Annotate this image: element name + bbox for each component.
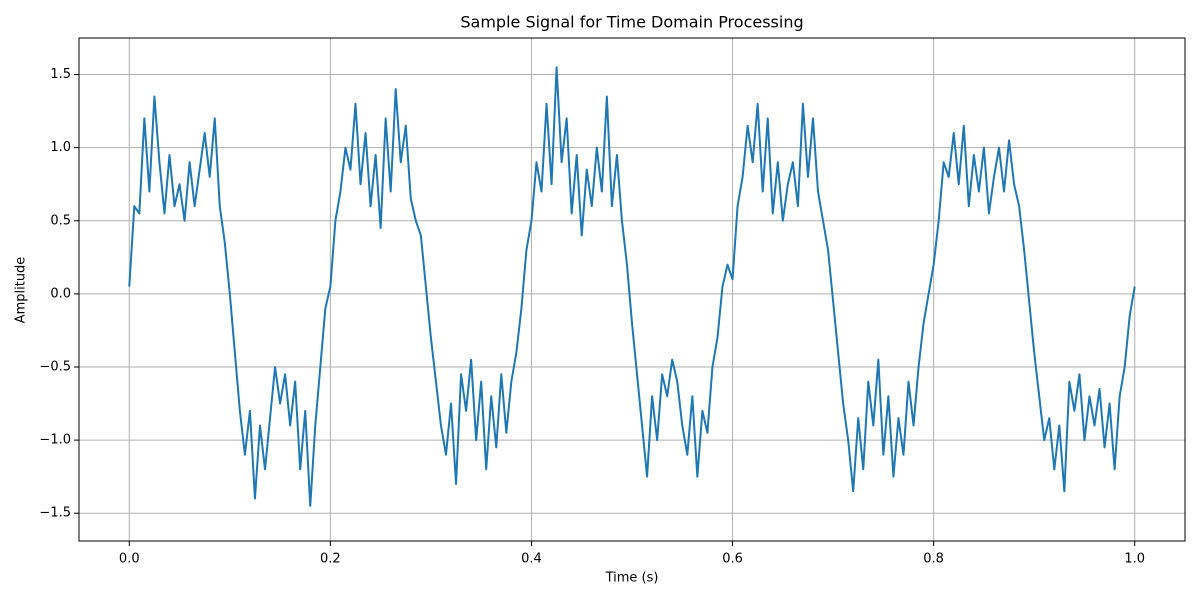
x-tick-label: 0.4: [521, 552, 542, 567]
y-tick-label: −1.5: [39, 506, 71, 521]
y-tick-label: 0.5: [50, 213, 71, 228]
y-tick-label: −1.0: [39, 433, 71, 448]
y-tick-label: −0.5: [39, 359, 71, 374]
y-tick-label: 1.0: [50, 140, 71, 155]
plot-frame: [78, 37, 1186, 542]
x-tick-label: 0.8: [923, 552, 944, 567]
y-tick-label: 0.0: [50, 286, 71, 301]
x-axis-label: Time (s): [605, 571, 659, 586]
x-tick-label: 0.0: [119, 552, 140, 567]
y-tick-label: 1.5: [50, 67, 71, 82]
signal-line: [128, 66, 1136, 507]
x-tick-label: 0.2: [320, 552, 341, 567]
chart-title: Sample Signal for Time Domain Processing: [460, 13, 803, 32]
y-axis-label: Amplitude: [14, 257, 29, 324]
x-tick-label: 1.0: [1124, 552, 1145, 567]
x-tick-label: 0.6: [722, 552, 743, 567]
